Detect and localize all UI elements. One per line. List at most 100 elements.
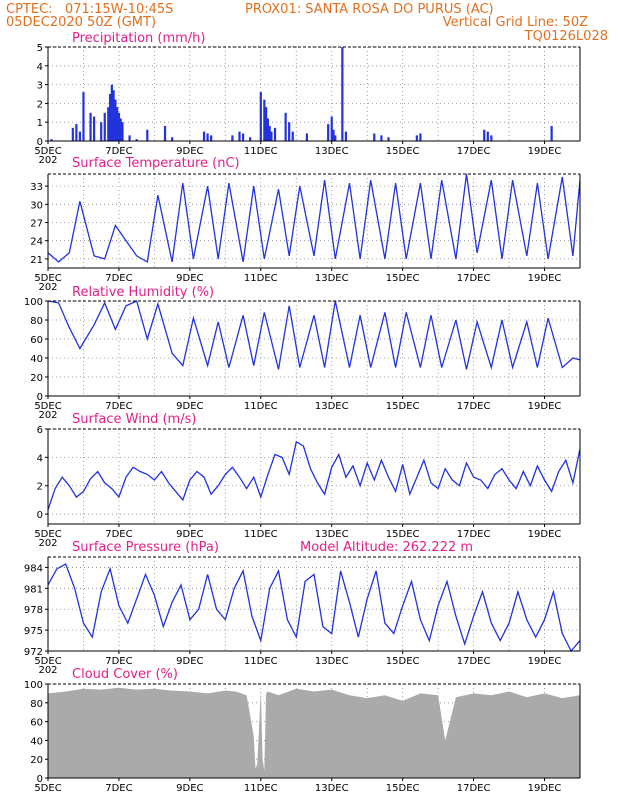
x-tick-label: 9DEC [176,783,203,794]
x-tick-label: 19DEC [528,273,562,284]
precip-bar [327,124,330,141]
x-tick-label: 13DEC [315,529,349,540]
y-tick-label: 20 [30,373,43,384]
y-tick-label: 80 [30,316,43,327]
x-tick-label: 11DEC [244,783,278,794]
x-tick-label: 17DEC [457,783,491,794]
wind-panel: Surface Wind (m/s) 0 2 4 6 5DEC 7DEC 9DEC 11DEC… [34,412,581,549]
precip-bar [82,92,85,141]
y-tick-label: 0 [37,137,43,148]
x-tick-label: 19DEC [528,529,562,540]
y-tick-label: 0 [37,510,43,521]
precip-bar [75,124,78,141]
x-tick-label: 13DEC [315,783,349,794]
y-tick-label: 20 [30,755,43,766]
precip-bar [265,107,268,141]
precip-bar [238,131,241,141]
y-tick-label: 0 [37,392,43,403]
precip-bar [270,131,273,141]
x-tick-label: 17DEC [457,146,491,157]
y-tick-label: 2 [37,99,43,110]
x-year-label: 202 [38,665,57,676]
precip-bar [305,133,309,141]
x-tick-label: 11DEC [244,273,278,284]
precip-bar [119,118,122,141]
y-tick-label: 2 [37,482,43,493]
panel-title: Surface Pressure (hPa) [72,540,219,555]
precip-bar [112,90,115,141]
x-year-label: 202 [38,410,57,421]
precip-bar [121,122,124,141]
precip-bar [202,131,206,141]
x-tick-label: 9DEC [176,401,203,412]
x-tick-label: 13DEC [315,146,349,157]
precip-bar [268,125,271,141]
precip-bar [387,137,390,141]
header-grid-note: Vertical Grid Line: 50Z [442,15,588,30]
x-tick-label: 11DEC [244,529,278,540]
precip-bar [486,131,489,141]
panel-title: Relative Humidity (%) [72,285,214,300]
y-tick-label: 33 [30,182,43,193]
x-tick-label: 7DEC [105,783,132,794]
x-tick-label: 5DEC [34,146,61,157]
model-altitude-note: Model Altitude: 262.222 m [300,540,473,555]
precip-bar [259,92,262,141]
x-tick-label: 5DEC [34,783,61,794]
precip-bar [490,135,493,141]
precip-bar [341,47,344,141]
panel-title: Surface Temperature (nC) [72,156,240,171]
precip-bar [483,129,486,141]
precip-bar [206,133,209,141]
precip-bar [419,133,422,141]
x-tick-label: 5DEC [34,529,61,540]
precip-bar [263,99,266,141]
x-tick-label: 13DEC [315,273,349,284]
precip-bar [163,125,167,141]
x-tick-label: 15DEC [386,401,420,412]
precip-bar [373,133,376,141]
y-tick-label: 3 [37,81,43,92]
precip-bar [288,122,291,141]
precip-bar [210,135,213,141]
x-tick-label: 7DEC [105,529,132,540]
y-tick-label: 981 [24,584,43,595]
header-station-code: CPTEC: 071:15W-10:45S [6,2,174,17]
precip-bar [103,112,106,141]
precip-bar [78,131,82,141]
precip-bar [71,127,74,141]
humidity-panel: Relative Humidity (%) 0 20 40 60 80 100 5DEC 7D… [24,285,581,421]
y-tick-label: 80 [30,699,43,710]
x-tick-label: 15DEC [386,273,420,284]
y-tick-label: 40 [30,354,43,365]
precip-bar [273,127,277,141]
x-tick-label: 15DEC [386,146,420,157]
precip-bar [116,107,119,141]
y-tick-label: 0 [37,774,43,785]
y-tick-label: 978 [24,605,43,616]
header-station-name: PROX01: SANTA ROSA DO PURUS (AC) [245,2,494,17]
precip-bar [93,116,96,141]
y-tick-label: 21 [30,255,43,266]
x-tick-label: 5DEC [34,273,61,284]
cloud-cover-panel: Cloud Cover (%) 0 20 40 60 80 100 5DEC 7DEC 9DEC… [24,667,581,794]
precip-bar [266,118,269,141]
x-tick-label: 7DEC [105,656,132,667]
precip-bar [128,135,131,141]
y-tick-label: 100 [24,297,43,308]
x-tick-label: 19DEC [528,783,562,794]
precip-bar [241,133,245,141]
y-tick-label: 975 [24,626,43,637]
x-tick-label: 5DEC [34,656,61,667]
series-line [47,173,581,263]
x-tick-label: 17DEC [457,656,491,667]
y-tick-label: 24 [30,237,43,248]
y-tick-label: 4 [37,62,43,73]
series-line [47,300,581,371]
x-tick-label: 9DEC [176,529,203,540]
x-tick-label: 19DEC [528,401,562,412]
precip-bar [291,131,294,141]
x-tick-label: 15DEC [386,656,420,667]
precip-bar [146,129,149,141]
